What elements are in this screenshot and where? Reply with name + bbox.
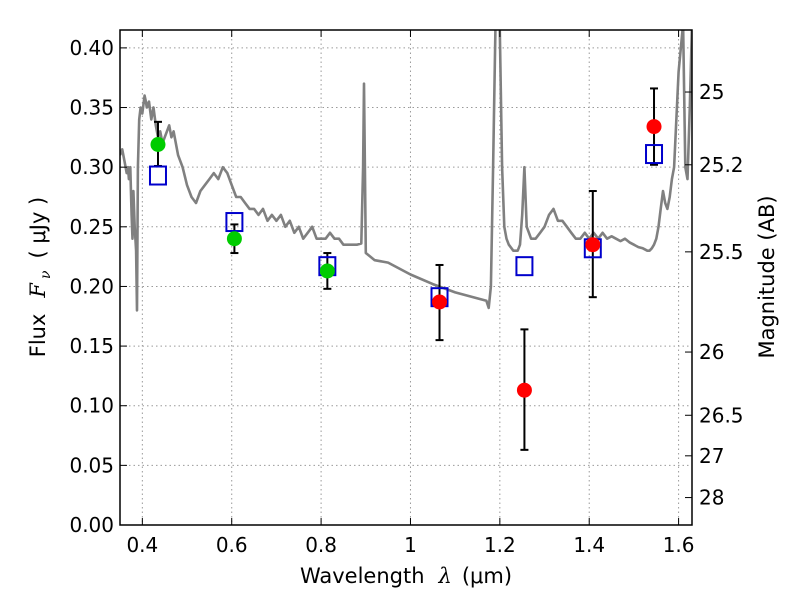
- grid: [120, 30, 692, 526]
- x-tick-label: 1.2: [484, 533, 516, 557]
- plot-area: [120, 30, 692, 451]
- x-axis-label-symbol: λ: [438, 564, 452, 588]
- green-data-point: [150, 137, 166, 153]
- y-tick-label: 0.40: [69, 36, 114, 60]
- x-axis-label-unit: (μm): [462, 564, 512, 588]
- magnitude-tick-label: 25.5: [699, 240, 744, 264]
- magnitude-tick-label: 27: [699, 444, 724, 468]
- y-tick-label: 0.20: [69, 274, 114, 298]
- y-tick-label: 0.25: [69, 215, 114, 239]
- y-axis-label-symbol: F: [26, 282, 50, 299]
- red-data-point: [585, 237, 601, 253]
- y-tick-label: 0.15: [69, 334, 114, 358]
- y-axis-label: Flux F ν ( μJy ): [26, 197, 54, 357]
- x-tick-label: 1: [404, 533, 417, 557]
- x-axis-label: Wavelength λ (μm): [300, 564, 512, 588]
- y-tick-label: 0.10: [69, 394, 114, 418]
- magnitude-axis-label: Magnitude (AB): [755, 195, 779, 358]
- x-axis-label-text: Wavelength: [300, 564, 425, 588]
- model-photometry-square: [225, 212, 244, 233]
- model-photometry-square: [645, 144, 664, 165]
- red-data-point: [516, 382, 532, 398]
- x-tick-label: 1.4: [573, 533, 605, 557]
- plot-frame: [119, 29, 693, 526]
- x-tick-label: 1.6: [663, 533, 695, 557]
- red-data-point: [432, 294, 448, 310]
- x-tick-label: 0.4: [126, 533, 158, 557]
- y-axis-label-text: Flux: [26, 314, 50, 358]
- y-tick-label: 0.35: [69, 96, 114, 120]
- magnitude-tick-label: 26: [699, 340, 724, 364]
- y-tick-label: 0.05: [69, 453, 114, 477]
- magnitude-tick-label: 25.2: [699, 153, 744, 177]
- model-photometry-square: [148, 165, 167, 186]
- magnitude-tick-label: 25: [699, 80, 724, 104]
- x-tick-label: 0.8: [305, 533, 337, 557]
- green-data-point: [319, 263, 335, 279]
- green-data-point: [226, 231, 242, 247]
- y-axis-label-unit: ( μJy ): [26, 197, 50, 259]
- y-tick-label: 0.30: [69, 155, 114, 179]
- axis-ticks: 0.4 0.6 0.8 1 1.2 1.4 1.6 0.00 0.05 0.10 0.15 0.20 0…: [69, 30, 744, 557]
- y-tick-label: 0.00: [69, 513, 114, 537]
- y-axis-label-subscript: ν: [38, 270, 54, 279]
- magnitude-tick-label: 26.5: [699, 403, 744, 427]
- x-tick-label: 0.6: [216, 533, 248, 557]
- model-photometry-square: [515, 256, 534, 277]
- red-data-point: [646, 119, 662, 135]
- magnitude-tick-label: 28: [699, 486, 724, 510]
